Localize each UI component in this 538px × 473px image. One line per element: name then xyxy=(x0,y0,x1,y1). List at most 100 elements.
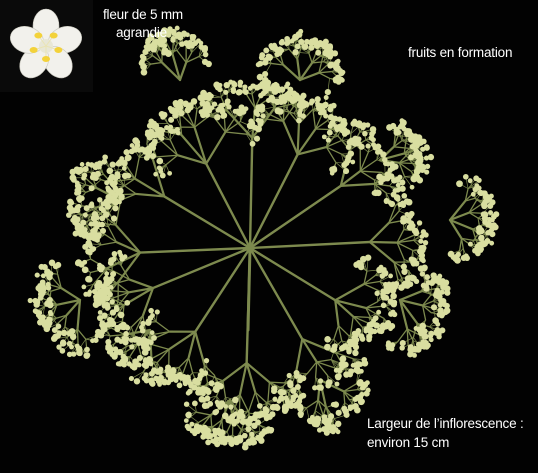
bud xyxy=(294,373,300,380)
stem xyxy=(325,146,337,164)
bud xyxy=(168,116,175,123)
stem xyxy=(193,108,198,128)
stamen xyxy=(29,47,38,54)
bud xyxy=(355,369,361,375)
bud xyxy=(132,361,139,368)
bud xyxy=(88,185,95,191)
bud xyxy=(381,270,389,277)
bud xyxy=(399,340,406,347)
stem xyxy=(248,246,337,302)
bud xyxy=(93,293,101,301)
bud xyxy=(308,44,315,51)
bud xyxy=(292,402,299,409)
bud xyxy=(165,32,172,38)
bud xyxy=(328,61,334,67)
stem xyxy=(387,210,400,224)
bud xyxy=(148,43,155,49)
bud xyxy=(75,168,81,174)
bud xyxy=(335,58,341,64)
bud xyxy=(124,325,131,331)
bud xyxy=(296,117,302,124)
stem xyxy=(76,328,79,346)
bud xyxy=(198,395,206,403)
bud xyxy=(385,161,391,167)
stem xyxy=(352,315,370,319)
bud xyxy=(277,46,283,52)
bud xyxy=(249,431,255,438)
stem xyxy=(421,304,432,314)
bud xyxy=(189,35,196,42)
bud xyxy=(76,349,83,357)
bud xyxy=(143,154,150,161)
bud xyxy=(148,35,155,41)
bud xyxy=(341,129,349,137)
stamen xyxy=(42,56,50,62)
stem xyxy=(317,399,324,416)
bud xyxy=(75,189,82,196)
bud xyxy=(389,342,396,348)
stem xyxy=(352,315,364,328)
bud xyxy=(281,406,287,412)
bud xyxy=(126,361,132,367)
bud xyxy=(251,83,257,89)
bud xyxy=(488,193,494,199)
bud xyxy=(201,402,209,410)
bud xyxy=(292,33,299,41)
bud xyxy=(59,348,66,354)
bud xyxy=(118,338,124,345)
stem xyxy=(163,195,252,250)
bud xyxy=(179,41,185,47)
bud xyxy=(444,302,450,309)
bud xyxy=(430,304,438,311)
stem xyxy=(268,381,287,391)
stem xyxy=(239,393,250,414)
stem xyxy=(343,390,351,401)
bud xyxy=(161,43,168,49)
stem xyxy=(343,390,346,404)
bud xyxy=(40,280,46,286)
bud xyxy=(427,153,435,161)
bud xyxy=(255,434,262,441)
bud xyxy=(484,238,491,244)
stem xyxy=(298,61,314,82)
stem xyxy=(197,414,212,424)
bud xyxy=(106,316,113,323)
bud xyxy=(108,275,115,282)
stem xyxy=(305,399,319,409)
bud xyxy=(420,146,426,152)
stem xyxy=(363,280,381,285)
bud xyxy=(412,176,419,182)
bud xyxy=(298,38,305,46)
bud xyxy=(66,351,73,358)
bud xyxy=(121,165,127,171)
bud xyxy=(343,168,350,175)
bud xyxy=(253,135,261,142)
stem xyxy=(178,357,190,368)
bud xyxy=(343,411,350,418)
stem xyxy=(194,330,206,367)
bud xyxy=(418,238,424,244)
bud xyxy=(88,221,94,227)
bud xyxy=(381,157,388,163)
stem xyxy=(248,391,256,412)
stem xyxy=(294,337,304,375)
stem xyxy=(107,226,118,243)
bud xyxy=(133,139,141,146)
bud xyxy=(217,86,223,93)
bud xyxy=(77,230,85,238)
stem xyxy=(104,233,118,243)
stem xyxy=(76,298,82,331)
stem xyxy=(187,330,197,359)
bud xyxy=(229,442,235,448)
bud xyxy=(467,241,473,247)
bud xyxy=(404,128,411,135)
bud xyxy=(337,123,343,130)
bud xyxy=(41,321,49,329)
stem xyxy=(398,298,409,331)
bud xyxy=(375,143,382,150)
stem xyxy=(334,299,367,310)
bud xyxy=(287,95,293,101)
bud xyxy=(434,291,441,299)
bud xyxy=(103,211,110,218)
stem xyxy=(115,203,121,226)
